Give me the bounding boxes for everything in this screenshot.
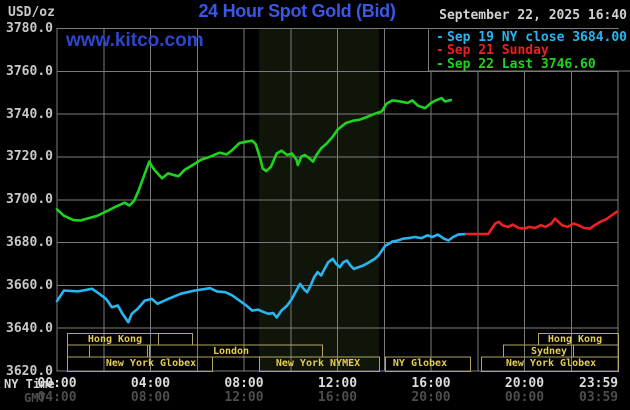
y-tick-3640.0: 3640.0 <box>6 320 53 336</box>
gmt-tick-12:00: 12:00 <box>224 390 264 405</box>
session-label-ny-globex: NY Globex <box>392 357 448 369</box>
series-line-sep-21-sunday <box>464 210 619 236</box>
legend-label-sep22: Sep 22 Last 3746.60 <box>447 56 596 72</box>
y-tick-3620.0: 3620.0 <box>6 363 53 379</box>
legend-item-sep19: - Sep 19 NY close 3684.00 <box>436 30 627 45</box>
legend-swatch-sep22: - <box>436 56 444 72</box>
session-box-new-york-globex <box>481 356 619 372</box>
y-tick-3720.0: 3720.0 <box>6 149 53 165</box>
y-tick-3760.0: 3760.0 <box>6 63 53 79</box>
session-box <box>573 344 619 358</box>
ny-time-tick-23:59: 23:59 <box>579 376 619 391</box>
legend-item-sep22: - Sep 22 Last 3746.60 <box>436 57 596 72</box>
session-box-new-york-nymex <box>259 356 380 372</box>
ny-time-tick-20:00: 20:00 <box>504 376 545 391</box>
ny-time-tick-08:00: 08:00 <box>224 376 264 391</box>
session-box <box>67 344 90 358</box>
legend-label-sep21: Sep 21 Sunday <box>447 43 549 58</box>
session-label-london: London <box>212 345 250 357</box>
session-label-hong-kong: Hong Kong <box>87 334 143 345</box>
chart-datetime: September 22, 2025 16:40 <box>439 8 627 23</box>
gmt-tick-08:00: 08:00 <box>130 390 171 405</box>
gmt-tick-16:00: 16:00 <box>317 390 358 405</box>
page-title: 24 Hour Spot Gold (Bid) <box>198 1 396 21</box>
gmt-tick-04:00: 04:00 <box>37 390 77 405</box>
session-box-new-york-globex <box>67 356 213 372</box>
legend-item-sep21: - Sep 21 Sunday <box>436 43 549 58</box>
session-label-new-york-nymex: New York NYMEX <box>275 357 361 369</box>
gmt-tick-20:00: 20:00 <box>411 390 451 405</box>
y-tick-3680.0: 3680.0 <box>6 235 53 251</box>
legend-box-background <box>428 29 630 71</box>
y-tick-3700.0: 3700.0 <box>6 192 53 208</box>
y-tick-3660.0: 3660.0 <box>6 277 53 293</box>
session-label-hong-kong: Hong Kong <box>547 334 603 345</box>
session-label-new-york-globex: New York Globex <box>105 357 197 369</box>
ny-time-tick-04:00: 04:00 <box>130 376 171 391</box>
legend-swatch-sep21: - <box>436 43 444 58</box>
session-box <box>158 333 193 346</box>
legend-swatch-sep19: - <box>436 29 444 45</box>
ny-time-tick-00:00: 00:00 <box>37 376 77 391</box>
series-line-sep-22-last <box>55 96 453 222</box>
gmt-axis-caption: GMT <box>24 391 46 405</box>
kitco-watermark-link[interactable]: www.kitco.com <box>66 30 204 51</box>
session-label-sydney: Sydney <box>530 345 568 357</box>
ny-time-axis-caption: NY Time <box>4 377 55 391</box>
y-tick-3740.0: 3740.0 <box>6 106 53 122</box>
ny-time-tick-16:00: 16:00 <box>411 376 451 391</box>
session-label-new-york-globex: New York Globex <box>505 357 597 369</box>
gmt-tick-00:00: 00:00 <box>504 390 545 405</box>
y-tick-3780.0: 3780.0 <box>6 21 53 36</box>
gmt-tick-03:59: 03:59 <box>579 390 619 405</box>
session-box-london <box>149 344 323 358</box>
legend-label-sep19: Sep 19 NY close 3684.00 <box>447 29 628 45</box>
session-box <box>89 344 148 358</box>
series-line-sep-19-ny-close <box>55 232 468 324</box>
y-axis-unit-label: USD/oz <box>8 5 55 20</box>
session-box-ny-globex <box>385 356 471 372</box>
ny-time-tick-12:00: 12:00 <box>317 376 358 391</box>
